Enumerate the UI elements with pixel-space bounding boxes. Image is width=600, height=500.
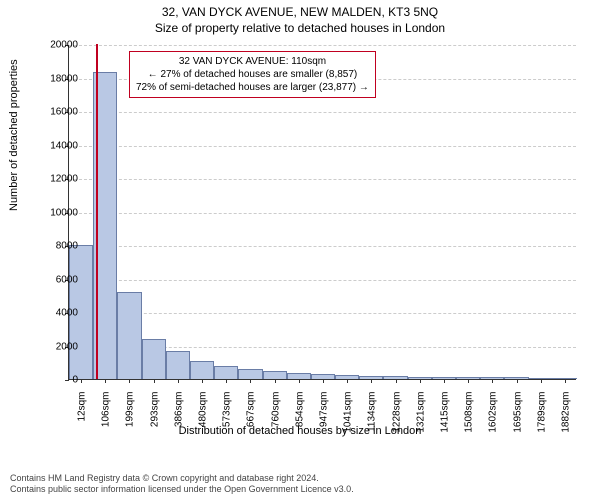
chart-container: 32, VAN DYCK AVENUE, NEW MALDEN, KT3 5NQ… [10,5,590,445]
x-tick-mark [178,379,179,383]
y-axis-label: Number of detached properties [8,59,20,211]
x-tick-mark [129,379,130,383]
x-tick-label: 1321sqm [415,392,426,442]
x-tick-label: 1602sqm [488,392,499,442]
x-tick-mark [154,379,155,383]
y-tick-label: 6000 [38,274,78,285]
x-tick-label: 293sqm [149,392,160,442]
x-tick-mark [226,379,227,383]
histogram-bar [263,371,287,379]
histogram-bar [214,366,238,379]
x-tick-label: 947sqm [319,392,330,442]
x-tick-mark [517,379,518,383]
x-tick-label: 667sqm [246,392,257,442]
y-tick-label: 10000 [38,207,78,218]
gridline-h [69,45,576,46]
x-tick-mark [299,379,300,383]
x-tick-mark [565,379,566,383]
x-tick-label: 854sqm [294,392,305,442]
x-tick-label: 1228sqm [391,392,402,442]
annotation-box: 32 VAN DYCK AVENUE: 110sqm ← 27% of deta… [129,51,376,98]
property-marker-line [96,44,98,379]
x-tick-mark [275,379,276,383]
x-tick-mark [444,379,445,383]
y-tick-label: 8000 [38,241,78,252]
x-tick-label: 386sqm [173,392,184,442]
histogram-bar [142,339,166,379]
y-tick-label: 0 [38,375,78,386]
gridline-h [69,213,576,214]
annotation-line3: 72% of semi-detached houses are larger (… [136,81,369,94]
histogram-bar [190,361,214,379]
x-tick-label: 480sqm [198,392,209,442]
x-tick-mark [468,379,469,383]
histogram-bar [166,351,190,379]
gridline-h [69,112,576,113]
x-tick-mark [347,379,348,383]
x-tick-mark [105,379,106,383]
x-tick-mark [492,379,493,383]
x-tick-mark [541,379,542,383]
y-tick-label: 16000 [38,107,78,118]
y-tick-label: 2000 [38,341,78,352]
plot-area: 32 VAN DYCK AVENUE: 110sqm ← 27% of deta… [68,45,576,380]
x-tick-mark [323,379,324,383]
y-tick-label: 14000 [38,140,78,151]
histogram-bar [117,292,141,379]
x-tick-label: 1882sqm [560,392,571,442]
x-tick-label: 1508sqm [464,392,475,442]
y-tick-label: 4000 [38,308,78,319]
gridline-h [69,179,576,180]
y-tick-label: 12000 [38,174,78,185]
x-tick-label: 199sqm [125,392,136,442]
footer-line2: Contains public sector information licen… [10,484,354,496]
histogram-bar [238,369,262,379]
x-tick-label: 573sqm [222,392,233,442]
chart-title-main: 32, VAN DYCK AVENUE, NEW MALDEN, KT3 5NQ [10,5,590,19]
x-tick-label: 1134sqm [367,392,378,442]
gridline-h [69,146,576,147]
chart-title-sub: Size of property relative to detached ho… [10,21,590,35]
annotation-line1: 32 VAN DYCK AVENUE: 110sqm [136,55,369,68]
x-tick-mark [250,379,251,383]
annotation-line2: ← 27% of detached houses are smaller (8,… [136,68,369,81]
x-tick-mark [420,379,421,383]
x-tick-mark [396,379,397,383]
x-tick-mark [81,379,82,383]
y-tick-label: 20000 [38,40,78,51]
x-tick-mark [371,379,372,383]
x-tick-label: 1695sqm [512,392,523,442]
x-tick-label: 1789sqm [536,392,547,442]
x-tick-label: 760sqm [270,392,281,442]
x-tick-label: 1041sqm [343,392,354,442]
y-tick-label: 18000 [38,73,78,84]
gridline-h [69,246,576,247]
x-tick-label: 106sqm [101,392,112,442]
x-tick-label: 12sqm [77,392,88,442]
footer-line1: Contains HM Land Registry data © Crown c… [10,473,354,485]
x-tick-label: 1415sqm [439,392,450,442]
footer: Contains HM Land Registry data © Crown c… [10,473,354,496]
gridline-h [69,280,576,281]
x-tick-mark [202,379,203,383]
gridline-h [69,313,576,314]
